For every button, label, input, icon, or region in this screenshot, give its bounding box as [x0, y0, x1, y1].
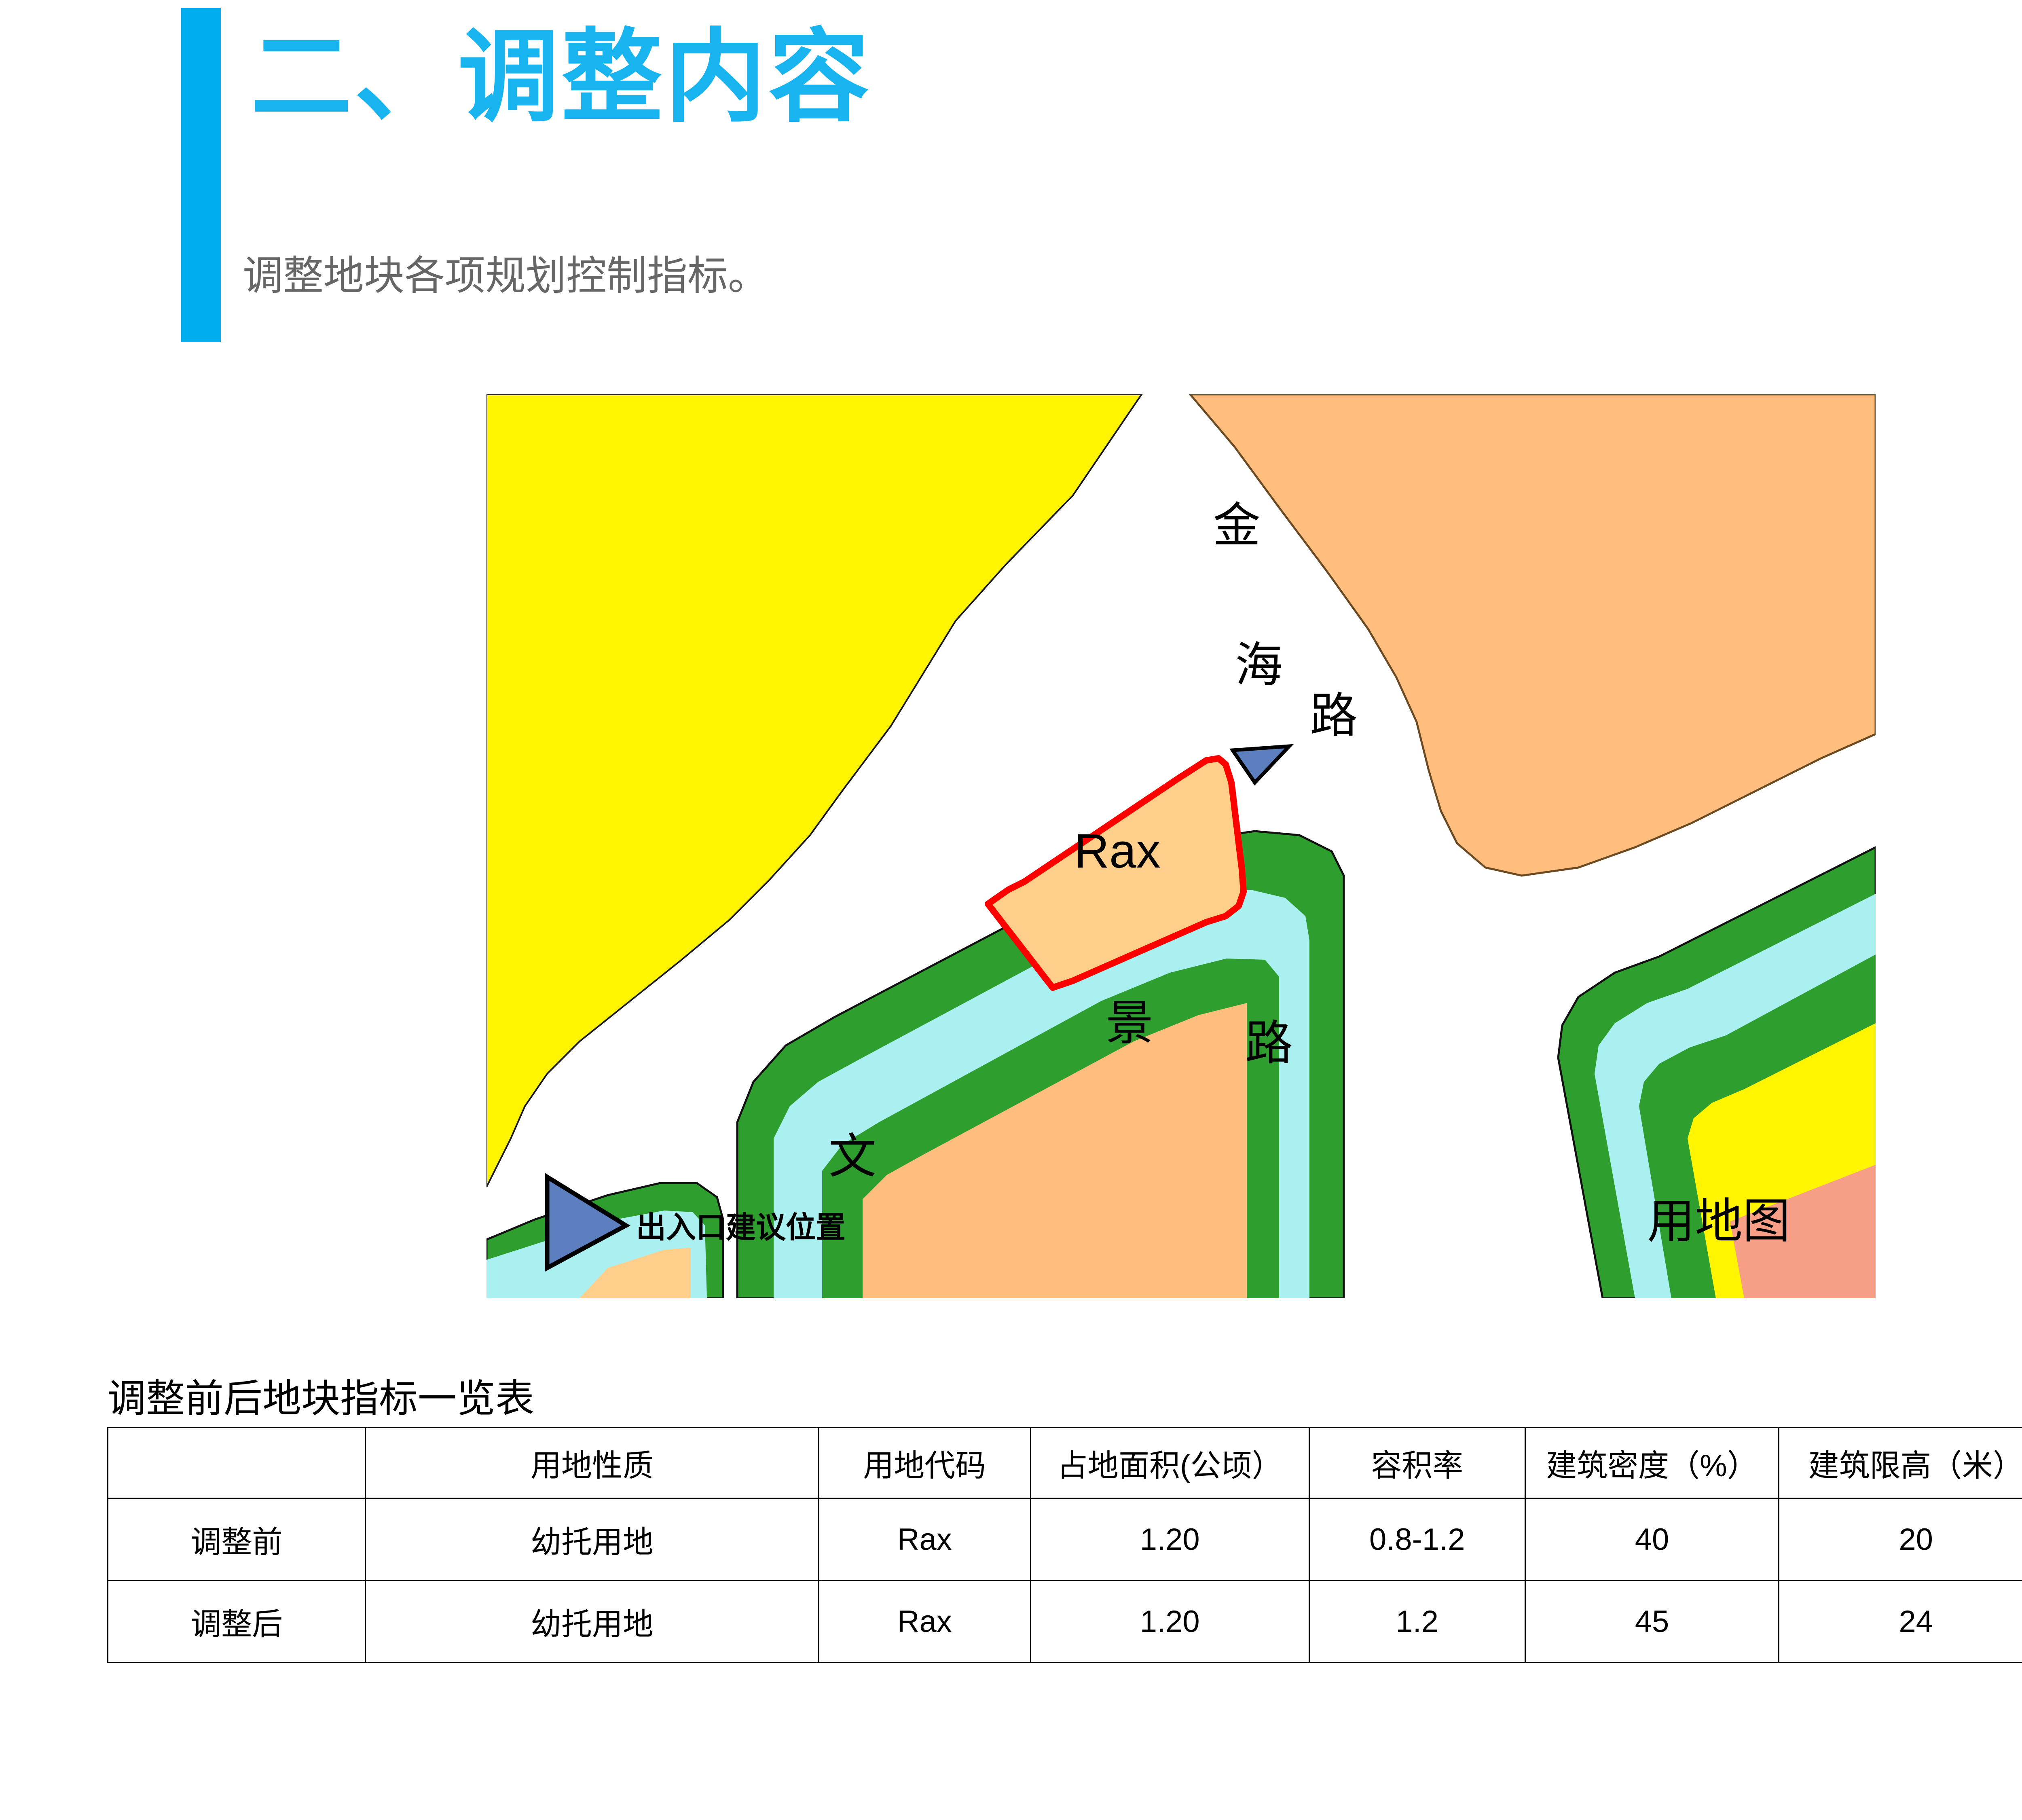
land-parcel-pink-corner: [1728, 1163, 1876, 1298]
land-use-map-svg: Rax 金 海 路 景 路 文 出入口建议位置 用地图: [486, 394, 1876, 1298]
table-header-cell-2: 用地代码: [818, 1427, 1031, 1499]
cell-land-use-code: Rax: [818, 1580, 1031, 1663]
indicator-table: 用地性质 用地代码 占地面积(公顷） 容积率 建筑密度（%） 建筑限高（米） 绿…: [107, 1427, 2022, 1663]
table-header-cell-6: 建筑限高（米）: [1778, 1427, 2022, 1499]
road-label-wen: 文: [829, 1130, 876, 1183]
cell-height-limit: 24: [1778, 1580, 2022, 1663]
entrance-marker-icon-north: [1229, 744, 1294, 786]
road-label-lu-1: 路: [1310, 689, 1358, 743]
land-use-map: Rax 金 海 路 景 路 文 出入口建议位置 用地图: [486, 394, 1876, 1298]
cell-land-use-type: 幼托用地: [365, 1498, 819, 1581]
road-label-jing: 景: [1106, 997, 1153, 1050]
cell-far: 1.2: [1308, 1580, 1526, 1663]
table-header-cell-4: 容积率: [1308, 1427, 1526, 1499]
land-parcel-public-northeast: [1189, 394, 1876, 877]
cell-site-area: 1.20: [1030, 1580, 1310, 1663]
cell-far: 0.8-1.2: [1308, 1498, 1526, 1581]
cell-site-area: 1.20: [1030, 1498, 1310, 1581]
table-caption: 调整前后地块指标一览表: [107, 1377, 534, 1420]
cell-land-use-type: 幼托用地: [365, 1580, 819, 1663]
land-parcel-residential-west: [486, 394, 1143, 1187]
land-parcel-residential-east-core: [1688, 1023, 1876, 1298]
table-header-row: 用地性质 用地代码 占地面积(公顷） 容积率 建筑密度（%） 建筑限高（米） 绿…: [107, 1427, 2022, 1499]
table-row: 调整前 幼托用地 Rax 1.20 0.8-1.2 40 20 25: [107, 1498, 2022, 1581]
table-header-cell-5: 建筑密度（%）: [1524, 1427, 1779, 1499]
cell-land-use-code: Rax: [818, 1498, 1031, 1581]
table-header-cell-0: [107, 1427, 366, 1499]
cell-building-density: 40: [1524, 1498, 1779, 1581]
cell-height-limit: 20: [1778, 1498, 2022, 1581]
header-accent-bar: [181, 8, 221, 342]
page-subtitle: 调整地块各项规划控制指标。: [243, 253, 768, 298]
row-label-before: 调整前: [107, 1498, 366, 1581]
map-title-label: 用地图: [1647, 1195, 1790, 1248]
page-title: 二、调整内容: [251, 21, 872, 133]
subject-parcel-rax: [985, 755, 1247, 991]
road-label-lu-2: 路: [1245, 1017, 1293, 1070]
road-label-hai: 海: [1235, 639, 1283, 692]
table-header-cell-3: 占地面积(公顷）: [1030, 1427, 1310, 1499]
road-label-jin: 金: [1213, 499, 1261, 552]
land-parcel-public-southwest: [863, 1003, 1247, 1298]
table-row: 调整后 幼托用地 Rax 1.20 1.2 45 24 20: [107, 1580, 2022, 1663]
entrance-marker-icon-legend: [545, 1173, 631, 1272]
row-label-after: 调整后: [107, 1580, 366, 1663]
land-parcel-orange-legend-corridor: [580, 1248, 691, 1298]
entrance-legend-label: 出入口建议位置: [636, 1211, 846, 1244]
cell-building-density: 45: [1524, 1580, 1779, 1663]
parcel-code-rax: Rax: [1074, 824, 1160, 878]
table-header-cell-1: 用地性质: [365, 1427, 819, 1499]
